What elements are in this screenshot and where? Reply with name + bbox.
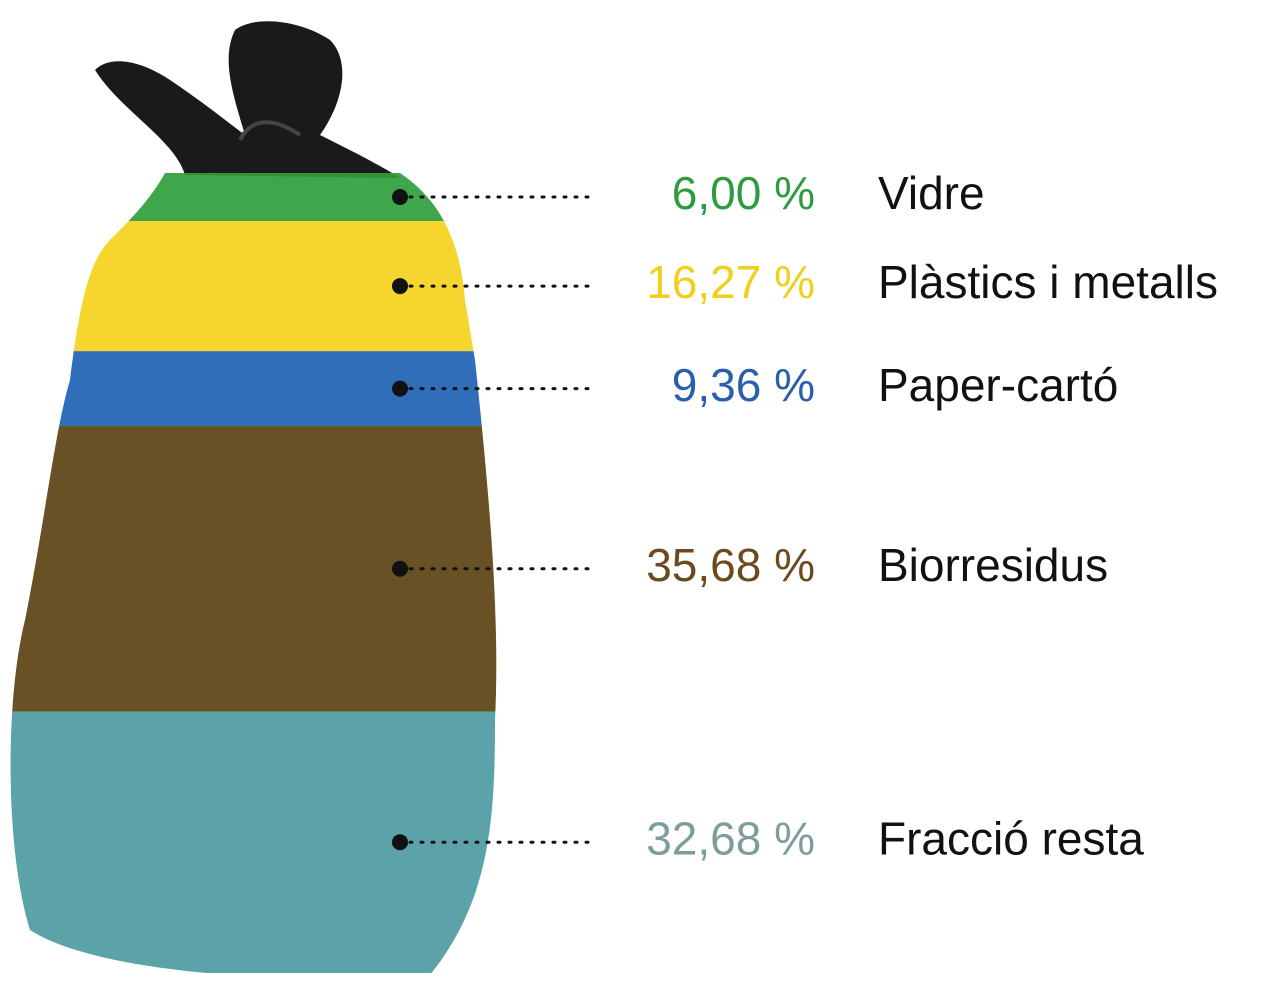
- value-label: 32,68 %: [646, 812, 815, 864]
- leader-dot: [392, 561, 408, 577]
- legend-label: Vidre: [878, 167, 985, 219]
- legend-label: Plàstics i metalls: [878, 256, 1218, 308]
- legend-label: Fracció resta: [878, 812, 1144, 864]
- legend-label: Biorresidus: [878, 539, 1108, 591]
- leader-dot: [392, 834, 408, 850]
- value-label: 6,00 %: [672, 167, 815, 219]
- value-label: 35,68 %: [646, 539, 815, 591]
- bag-knot: [95, 21, 400, 178]
- chart: 6,00 % Vidre 16,27 % Plàstics i metalls 9,36…: [0, 0, 1286, 982]
- leader-dot: [392, 278, 408, 294]
- leader-dot: [392, 189, 408, 205]
- legend-label: Paper-cartó: [878, 359, 1118, 411]
- bag-bands: [0, 173, 520, 973]
- leader-dot: [392, 381, 408, 397]
- value-label: 9,36 %: [672, 359, 815, 411]
- value-label: 16,27 %: [646, 256, 815, 308]
